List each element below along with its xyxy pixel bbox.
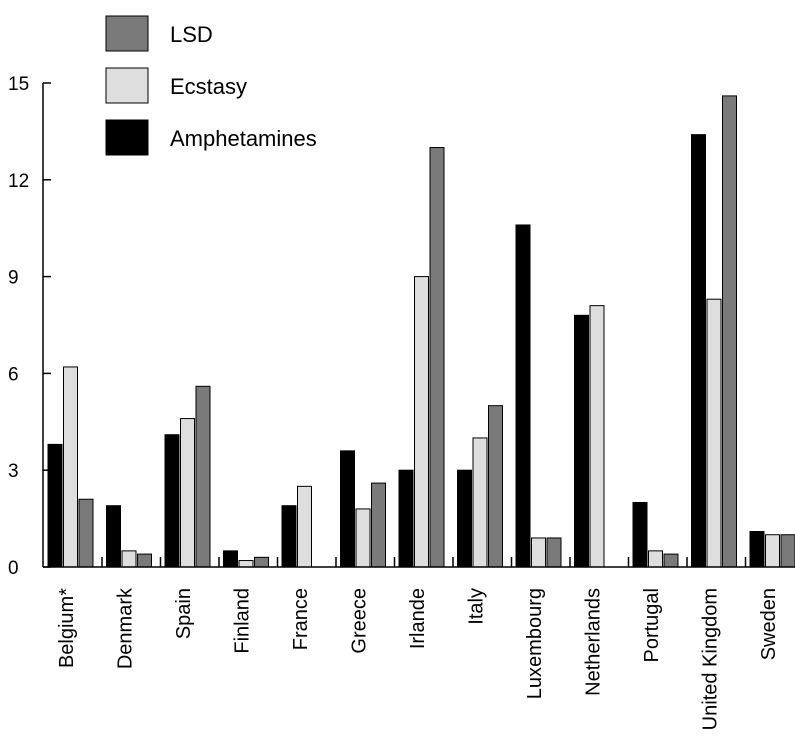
bar-amphetamines-sweden [749,531,765,568]
y-tick-label-0: 0 [8,558,19,579]
y-tick-label-6: 6 [8,364,19,385]
x-tick-label-finland: Finland [232,588,254,654]
bar-ecstasy-italy [472,437,488,568]
bar-lsd-sweden [780,534,795,568]
x-tick-label-belgium: Belgium* [56,588,78,668]
bar-lsd-greece [371,482,386,568]
bar-lsd-irlande [429,147,445,568]
x-tick-label-france: France [290,588,312,650]
bar-amphetamines-luxembourg [515,224,531,568]
bar-amphetamines-spain [164,434,180,568]
legend-swatch-ecstasy [105,67,149,104]
legend-label-ecstasy: Ecstasy [170,74,247,99]
x-tick-label-united-kingdom: United Kingdom [700,588,722,730]
bar-lsd-luxembourg [546,537,562,568]
bar-amphetamines-france [281,505,297,568]
legend-label-lsd: LSD [170,22,213,47]
bar-ecstasy-irlande [414,276,429,568]
bar-ecstasy-united-kingdom [706,298,722,568]
x-tick-label-netherlands: Netherlands [583,588,605,696]
bar-ecstasy-luxembourg [531,537,546,568]
legend-label-amphetamines: Amphetamines [170,126,317,151]
legend-swatch-lsd [105,15,149,52]
bar-lsd-finland [254,556,269,568]
bar-amphetamines-italy [457,469,472,568]
bar-ecstasy-france [297,485,312,568]
bar-ecstasy-denmark [121,550,137,568]
y-tick-label-12: 12 [8,171,29,192]
legend-swatch-amphetamines [105,119,149,156]
x-tick-label-irlande: Irlande [407,588,429,649]
bar-lsd-italy [488,405,503,568]
bar-amphetamines-denmark [106,505,121,568]
x-tick-label-italy: Italy [466,588,488,625]
bar-ecstasy-netherlands [589,305,605,568]
bars-group [47,95,795,568]
bar-ecstasy-belgium [63,366,78,568]
x-tick-label-portugal: Portugal [641,588,663,663]
bar-lsd-denmark [137,553,152,568]
x-tick-label-denmark: Denmark [115,587,137,669]
bar-amphetamines-belgium [47,443,63,568]
y-tick-label-15: 15 [8,74,29,95]
x-tick-label-spain: Spain [173,588,195,639]
bar-lsd-united-kingdom [722,95,737,568]
bar-ecstasy-greece [355,508,371,568]
y-axis: 0 3 6 9 12 15 [8,74,51,579]
bar-lsd-belgium [78,498,94,568]
x-tick-label-sweden: Sweden [758,588,780,660]
legend: LSD Ecstasy Amphetamines [105,15,317,156]
y-tick-label-9: 9 [8,268,19,289]
bar-ecstasy-finland [238,560,254,568]
bar-ecstasy-sweden [765,534,780,568]
bar-amphetamines-netherlands [574,314,589,568]
x-tick-label-luxembourg: Luxembourg [524,588,546,699]
bar-lsd-spain [195,385,211,568]
bar-amphetamines-irlande [398,469,414,568]
x-tick-label-greece: Greece [349,588,371,654]
y-tick-label-3: 3 [8,461,19,482]
bar-lsd-portugal [663,553,679,568]
x-axis: Belgium* Denmark Spain Finland France Greece I… [43,557,795,730]
bar-amphetamines-finland [223,550,238,568]
bar-amphetamines-portugal [632,501,648,568]
bar-ecstasy-spain [180,418,195,568]
bar-ecstasy-portugal [648,550,663,568]
bar-amphetamines-greece [340,450,355,568]
bar-amphetamines-united-kingdom [691,134,706,568]
